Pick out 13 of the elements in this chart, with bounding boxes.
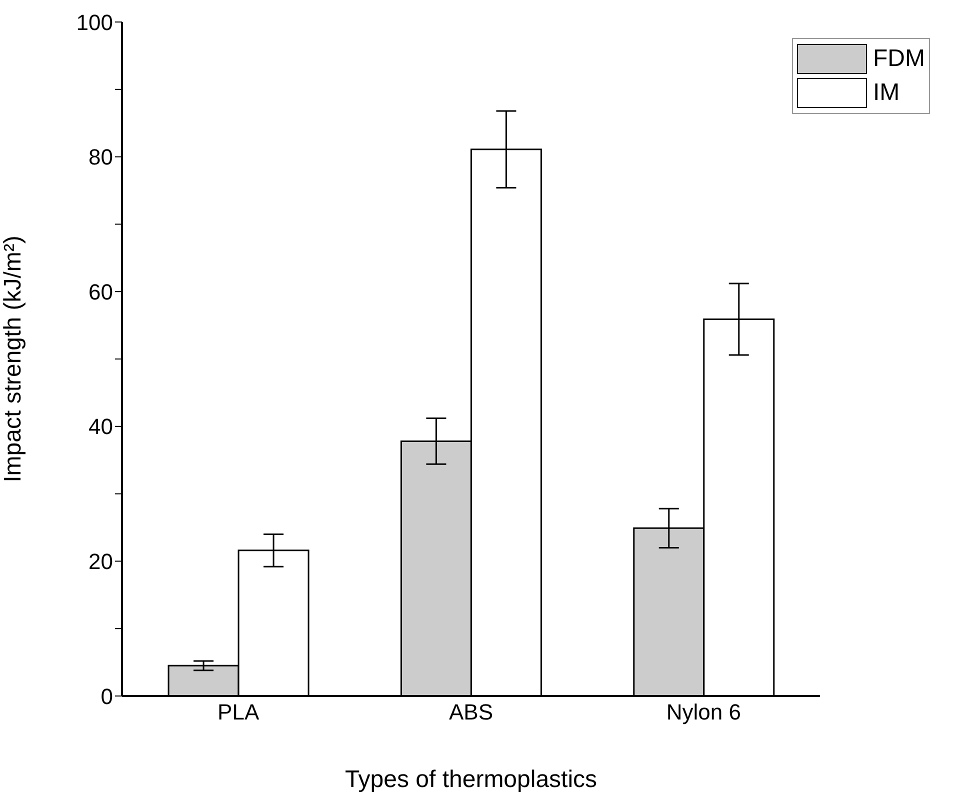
legend-label: FDM [873,45,925,73]
x-tick-label: Nylon 6 [666,700,741,725]
y-tick-label: 0 [100,684,113,709]
x-tick-label: ABS [448,700,494,725]
y-axis-title: Impact strength (kJ/m²) [0,236,27,482]
x-axis-title: Types of thermoplastics [344,766,598,793]
y-tick-label: 100 [76,10,113,35]
legend-label: IM [873,79,900,107]
y-tick-label: 60 [88,279,113,304]
y-tick-label: 20 [88,549,113,574]
x-tick-label: PLA [218,700,260,725]
y-tick-label: 40 [88,414,113,440]
y-tick-label: 80 [88,144,113,170]
